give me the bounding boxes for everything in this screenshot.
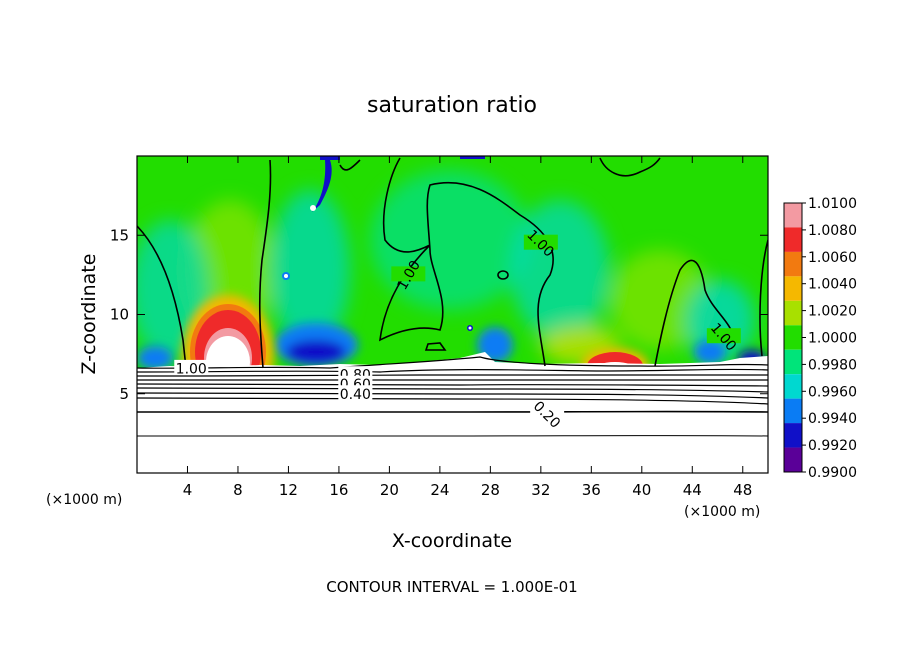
colorbar-label: 0.9960	[808, 384, 857, 400]
y-axis: 5 10 15	[110, 226, 768, 403]
colorbar-label: 1.0080	[808, 223, 857, 239]
contour-label: 1.00	[176, 361, 207, 377]
x-tick-label: 28	[481, 481, 500, 499]
y-axis-title: Z-coordinate	[78, 254, 100, 375]
colorbar-swatch	[784, 251, 802, 277]
colorbar-swatch	[784, 227, 802, 252]
x-tick-label: 44	[683, 481, 702, 499]
x-tick-label: 4	[183, 481, 193, 499]
y-tick-label: 5	[119, 385, 129, 403]
contour-label-background	[706, 328, 741, 344]
plot-area	[137, 156, 768, 473]
contour-label-background	[174, 359, 209, 375]
colorbar-swatch	[784, 325, 802, 350]
colorbar-label: 0.9900	[808, 465, 857, 481]
colorbar-swatch	[784, 300, 802, 326]
chart-title: saturation ratio	[367, 93, 537, 118]
contour-label-background	[523, 234, 558, 250]
colorbar-label: 1.0100	[808, 196, 857, 212]
contour-label: 0.40	[340, 387, 371, 403]
colorbar-swatch	[784, 203, 802, 228]
contour-label-background	[391, 266, 426, 282]
x-axis-title: X-coordinate	[392, 530, 512, 552]
contour-interval-note: CONTOUR INTERVAL = 1.000E-01	[326, 578, 577, 596]
colorbar-label: 1.0020	[808, 304, 857, 320]
y-tick-label: 10	[110, 306, 129, 324]
colorbar-swatch	[784, 349, 802, 375]
x-tick-label: 32	[531, 481, 550, 499]
x-tick-label: 12	[279, 481, 298, 499]
colorbar-label: 1.0000	[808, 331, 857, 347]
x-tick-label: 8	[233, 481, 243, 499]
colorbar-label: 0.9940	[808, 411, 857, 427]
x-tick-label: 48	[733, 481, 752, 499]
colorbar-label: 0.9920	[808, 438, 857, 454]
y-tick-label: 15	[110, 226, 129, 244]
colorbar-label: 0.9980	[808, 357, 857, 373]
layered-contours	[137, 356, 768, 437]
colorbar-swatch	[784, 447, 802, 472]
colorbar-label: 1.0040	[808, 277, 857, 293]
x-tick-label: 36	[582, 481, 601, 499]
contour-labels: 1.001.001.001.000.800.600.400.20	[174, 227, 741, 432]
colorbar-swatch	[784, 374, 802, 399]
x-tick-label: 16	[329, 481, 348, 499]
contour-label-background	[530, 405, 565, 421]
small-features	[282, 156, 485, 331]
x-unit-label-right: (×1000 m)	[684, 504, 760, 520]
x-unit-label-left: (×1000 m)	[46, 492, 122, 508]
x-axis: 4 8 12 16 20 24 28 32 36 40 44 48	[183, 156, 752, 499]
colorbar-swatch	[784, 276, 802, 301]
colorbar-label: 1.0060	[808, 250, 857, 266]
contour-label-background	[338, 385, 373, 401]
colorbar: 1.0100 1.0080 1.0060 1.0040 1.0020 1.0000 0.99…	[783, 196, 857, 481]
x-tick-label: 20	[380, 481, 399, 499]
colorbar-swatch	[784, 423, 802, 448]
x-tick-label: 24	[430, 481, 449, 499]
colorbar-swatch	[784, 398, 802, 424]
x-tick-label: 40	[632, 481, 651, 499]
